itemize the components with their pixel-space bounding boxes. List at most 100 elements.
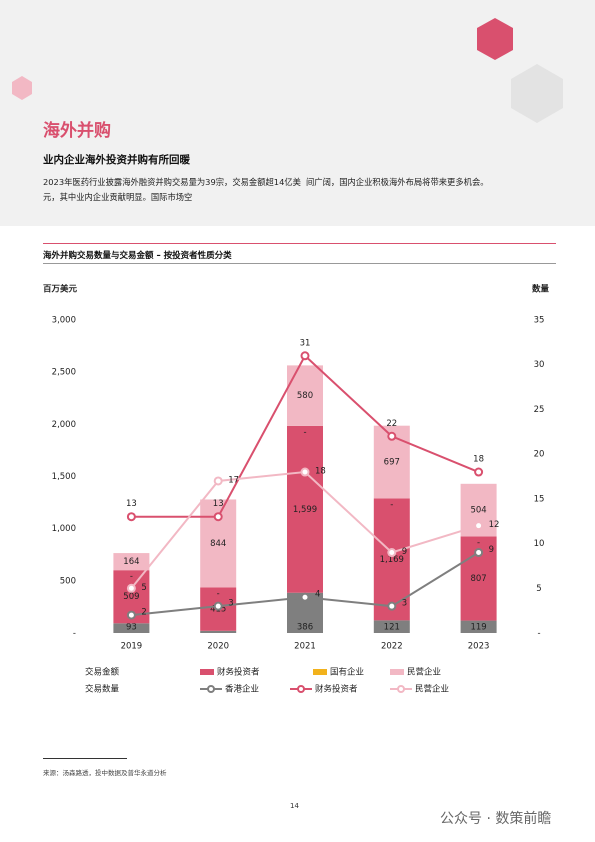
y2-axis-title: 数量	[532, 284, 550, 295]
tick-label: 5	[536, 584, 541, 594]
legend-label: 民营企业	[415, 684, 449, 695]
legend-marker	[297, 685, 305, 693]
data-label: 31	[300, 338, 311, 348]
x-tick-label: 2019	[121, 642, 143, 652]
data-label: 121	[384, 623, 400, 633]
legend-label: 香港企业	[225, 684, 259, 695]
data-label: 807	[470, 574, 486, 584]
x-tick-label: 2020	[207, 642, 229, 652]
marker	[300, 467, 310, 477]
tick-label: 20	[534, 450, 545, 460]
marker	[387, 431, 397, 441]
x-tick-label: 2023	[468, 642, 490, 652]
chart-heading: 海外并购交易数量与交易金额 – 按投资者性质分类	[43, 251, 232, 261]
data-label: 9	[402, 547, 407, 557]
tick-label: 25	[534, 405, 545, 415]
legend-group: 交易金额	[85, 667, 120, 678]
tick-label: -	[537, 629, 540, 639]
legend-label: 国有企业	[330, 667, 364, 678]
data-label: 22	[386, 419, 397, 429]
title: 海外并购	[43, 121, 111, 141]
bar	[200, 630, 237, 633]
data-label: 1,599	[293, 505, 317, 515]
paragraph: 2023年医药行业披露海外融资并购交易量为39宗，交易金额超14亿美元，其中业内…	[43, 177, 301, 202]
data-label: 504	[470, 506, 486, 516]
marker	[213, 601, 223, 611]
data-label: 119	[470, 623, 486, 633]
tick-label: 10	[534, 539, 545, 549]
marker	[126, 512, 136, 522]
tick-label: 2,000	[52, 420, 76, 430]
marker	[213, 512, 223, 522]
data-label: 18	[473, 455, 484, 465]
data-label: 12	[489, 520, 500, 530]
tick-label: 35	[534, 316, 545, 326]
tick-label: 1,000	[52, 524, 76, 534]
data-label: 3	[228, 599, 233, 609]
marker	[474, 521, 484, 531]
data-label: -	[130, 572, 133, 582]
data-label: 1,169	[380, 555, 404, 565]
rule	[43, 243, 556, 244]
data-label: 9	[489, 545, 494, 555]
bar	[373, 620, 410, 633]
data-label: 5	[141, 583, 146, 593]
marker	[474, 467, 484, 477]
legend-swatch	[313, 669, 327, 675]
legend-marker	[397, 685, 405, 693]
marker	[387, 601, 397, 611]
marker	[126, 583, 136, 593]
tick-label: 15	[534, 494, 545, 504]
page-number: 14	[290, 802, 299, 810]
data-label: 697	[384, 458, 400, 468]
data-label: -	[303, 427, 306, 437]
data-label: -	[217, 589, 220, 599]
bar	[373, 498, 410, 621]
marker	[126, 610, 136, 620]
chart: 百万美元 数量 交易金额 交易数量 - 500 1,000 1,500 2,000 2,5…	[43, 284, 550, 695]
marker	[300, 351, 310, 361]
legend-swatch	[390, 669, 404, 675]
bar	[287, 365, 323, 426]
subtitle: 业内企业海外投资并购有所回暖	[43, 154, 190, 166]
bar	[113, 623, 150, 633]
y-axis-title: 百万美元	[43, 284, 78, 295]
legend-marker	[207, 685, 215, 693]
tick-label: 30	[534, 360, 545, 370]
watermark: 公众号 · 数策前瞻	[440, 811, 552, 827]
source: 来源：汤森路透，投中数据及普华永道分析	[43, 769, 167, 777]
legend-label: 财务投资者	[217, 667, 260, 678]
data-label: 3	[402, 599, 407, 609]
data-label: -	[390, 500, 393, 510]
tick-label: 1,500	[52, 472, 76, 482]
x-tick-label: 2021	[294, 642, 316, 652]
data-label: 13	[213, 499, 224, 509]
data-label: 509	[123, 592, 139, 602]
legend-group: 交易数量	[85, 684, 120, 695]
rule	[43, 263, 556, 264]
legend-label: 财务投资者	[315, 684, 358, 695]
data-label: -	[477, 538, 480, 548]
data-label: 164	[123, 557, 139, 567]
legend-swatch	[200, 669, 214, 675]
data-label: 386	[297, 623, 313, 633]
tick-label: 3,000	[52, 316, 76, 326]
marker	[387, 548, 397, 558]
data-label: 4	[315, 590, 320, 600]
tick-label: -	[73, 629, 76, 639]
x-tick-label: 2022	[381, 642, 403, 652]
decor	[12, 18, 563, 123]
data-label: 18	[315, 467, 326, 477]
data-label: 2	[141, 608, 146, 618]
data-label: 580	[297, 391, 313, 401]
data-label: 93	[126, 623, 137, 633]
data-label: 13	[126, 499, 137, 509]
marker	[474, 548, 484, 558]
data-label: 17	[228, 475, 239, 485]
bar	[287, 425, 323, 593]
tick-label: 2,500	[52, 368, 76, 378]
rule	[43, 758, 127, 759]
marker	[300, 592, 310, 602]
bar	[113, 553, 150, 571]
data-label: 844	[210, 539, 226, 549]
